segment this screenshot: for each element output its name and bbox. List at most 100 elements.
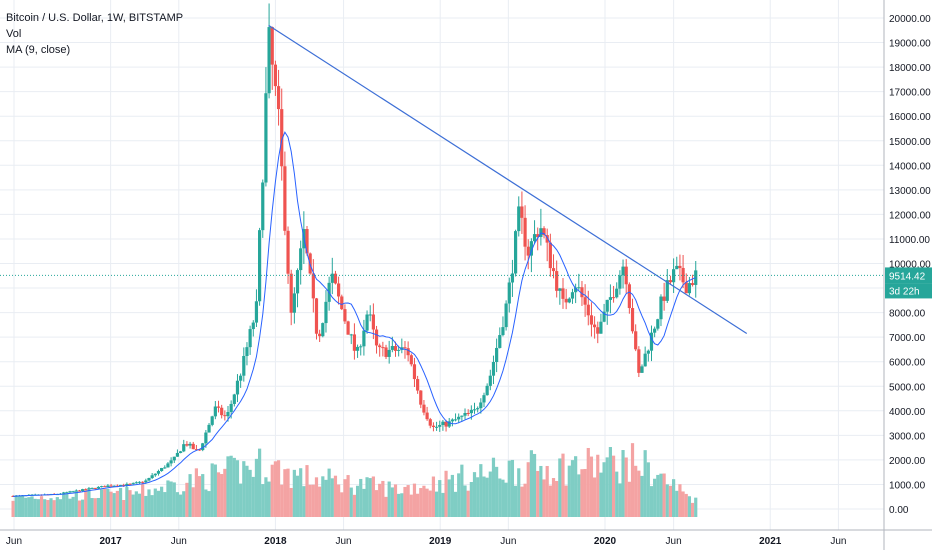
volume-bar [270, 464, 274, 517]
candle-body [340, 296, 344, 310]
volume-bars [11, 443, 698, 517]
candle-body [447, 421, 451, 427]
candle-body [280, 109, 284, 167]
candle-body [273, 64, 278, 87]
candle-body [286, 230, 290, 274]
volume-bar [637, 470, 641, 517]
volume-bar [134, 491, 138, 517]
volume-bar [501, 479, 505, 517]
candle-body [434, 426, 439, 428]
volume-bar [406, 485, 410, 517]
candle-body [684, 282, 688, 294]
candle-body [510, 273, 515, 283]
candle-body [223, 415, 227, 417]
volume-bar [11, 500, 15, 517]
candle-body [646, 350, 650, 354]
candle-body [11, 495, 15, 497]
candle-body [330, 273, 334, 283]
volume-bar [261, 484, 265, 517]
volume-bar [517, 468, 521, 517]
volume-bar [425, 488, 429, 517]
y-tick-label: 17000.00 [889, 88, 931, 99]
volume-bar [466, 490, 470, 517]
candle-body [109, 485, 113, 487]
x-tick-label: 2020 [594, 536, 617, 547]
candle-body [611, 297, 616, 299]
legend-volume[interactable]: Vol [6, 28, 22, 40]
candle-body [681, 267, 685, 283]
volume-bar [362, 488, 366, 517]
volume-bar [68, 498, 72, 517]
candle-body [457, 416, 461, 420]
volume-bar [627, 481, 631, 517]
candle-body [469, 409, 473, 414]
candle-body [472, 409, 477, 411]
candle-body [160, 467, 164, 472]
candle-body [368, 314, 372, 316]
candle-body [438, 424, 442, 427]
volume-bar [232, 457, 236, 517]
volume-bar [390, 487, 394, 517]
candle-body [197, 449, 202, 451]
volume-bar [314, 477, 319, 517]
volume-bar [251, 476, 255, 517]
candle-body [498, 335, 502, 348]
candle-body [93, 487, 97, 489]
candle-body [526, 246, 530, 256]
volume-bar [52, 500, 56, 517]
candle-body [226, 412, 230, 417]
volume-bar [472, 472, 477, 517]
candle-body [627, 284, 631, 309]
candle-body [343, 309, 347, 322]
y-tick-label: 1000.00 [889, 480, 926, 491]
volume-bar [387, 481, 391, 517]
candle-body [122, 484, 126, 486]
candle-body [349, 334, 353, 336]
volume-bar [438, 480, 442, 517]
volume-bar [403, 486, 407, 517]
chart-overlays [0, 24, 884, 497]
volume-bar [115, 490, 119, 517]
y-tick-label: 4000.00 [889, 407, 926, 418]
candle-body [564, 298, 568, 303]
volume-bar [580, 469, 584, 517]
candle-body [384, 347, 388, 357]
candle-body [374, 329, 379, 346]
y-tick-label: 0.00 [889, 505, 909, 516]
volume-bar [210, 463, 214, 517]
candle-body [416, 379, 420, 391]
candle-body [229, 403, 233, 413]
volume-bar [36, 499, 40, 517]
candle-body [602, 311, 606, 322]
y-tick-label: 5000.00 [889, 382, 926, 393]
volume-bar [548, 485, 552, 517]
candle-body [580, 287, 584, 298]
volume-bar [384, 496, 388, 517]
volume-bar [630, 443, 635, 517]
volume-bar [488, 471, 492, 517]
countdown-label-bg [885, 283, 932, 299]
volume-bar [194, 468, 198, 517]
candle-body [551, 268, 556, 272]
volume-bar [646, 462, 650, 517]
volume-bar [570, 460, 575, 517]
candle-body [577, 287, 581, 289]
volume-bar [226, 456, 230, 517]
candle-body [188, 443, 192, 446]
volume-bar [258, 448, 262, 517]
candle-body [276, 86, 281, 110]
candle-body [128, 483, 132, 485]
candle-body [213, 406, 217, 417]
y-tick-label: 12000.00 [889, 210, 931, 221]
last-price-label-bg [885, 267, 932, 284]
volume-bar [605, 457, 609, 517]
volume-bar [482, 476, 486, 517]
legend-moving-average[interactable]: MA (9, close) [6, 44, 71, 56]
volume-bar [30, 496, 34, 517]
volume-bar [485, 477, 489, 517]
legend-title[interactable]: Bitcoin / U.S. Dollar, 1W, BITSTAMP [6, 12, 184, 24]
y-tick-label: 11000.00 [889, 235, 930, 246]
volume-bar [551, 478, 556, 517]
